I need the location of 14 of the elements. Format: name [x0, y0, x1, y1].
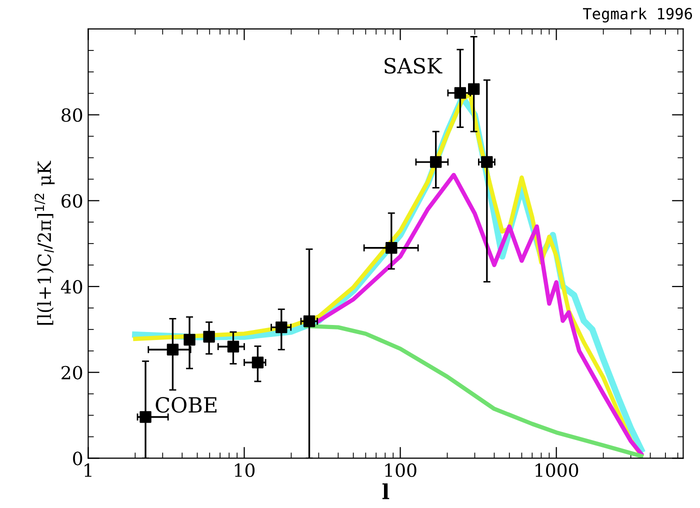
x-tick-label: 1000 [536, 463, 578, 478]
y-tick-label: 20 [62, 366, 82, 380]
y-tick-label: 0 [73, 452, 82, 466]
text: Tegmark 1996 [582, 8, 692, 23]
x-tick-label: 1 [84, 463, 92, 477]
y-tick-label: 60 [62, 194, 82, 208]
x-axis-title: l [382, 483, 390, 500]
y-tick-label: 80 [62, 108, 82, 122]
y-tick-label: 40 [60, 280, 82, 294]
x-tick-label: 100 [385, 463, 416, 478]
x-tick-label: 10 [234, 463, 255, 478]
y-axis-title: [l(l+1)C$_{l}$/2π]$^{1/2}$ μK [34, 160, 55, 325]
annotation: COBE [156, 396, 216, 413]
annotation: SASK [384, 58, 442, 74]
